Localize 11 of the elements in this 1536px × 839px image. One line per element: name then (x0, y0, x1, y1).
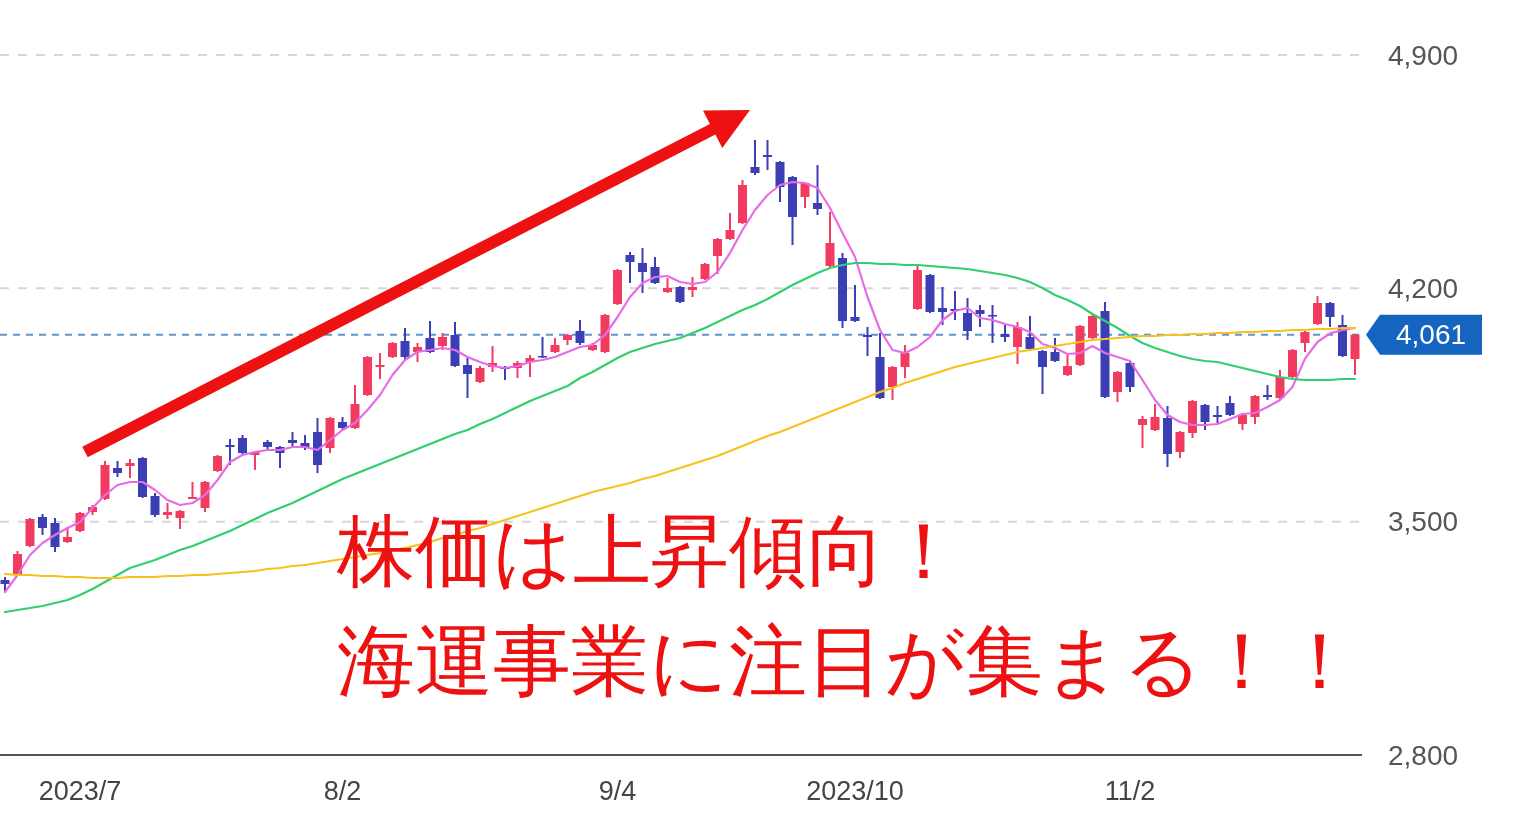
y-tick-label: 4,900 (1388, 39, 1459, 71)
x-tick-label: 2023/10 (806, 776, 904, 806)
ref-line-label: 4,061 (1395, 319, 1467, 351)
x-tick-label: 9/4 (598, 776, 637, 806)
x-tick-label: 11/2 (1104, 776, 1156, 806)
x-tick-label: 8/2 (323, 776, 362, 806)
y-tick-label: 2,800 (1388, 739, 1459, 771)
x-tick-label: 2023/7 (38, 776, 122, 806)
y-tick-label: 4,200 (1388, 272, 1459, 304)
y-tick-label: 3,500 (1388, 506, 1459, 538)
annotation: 海運事業に注目が集まる！！ (337, 616, 1359, 706)
